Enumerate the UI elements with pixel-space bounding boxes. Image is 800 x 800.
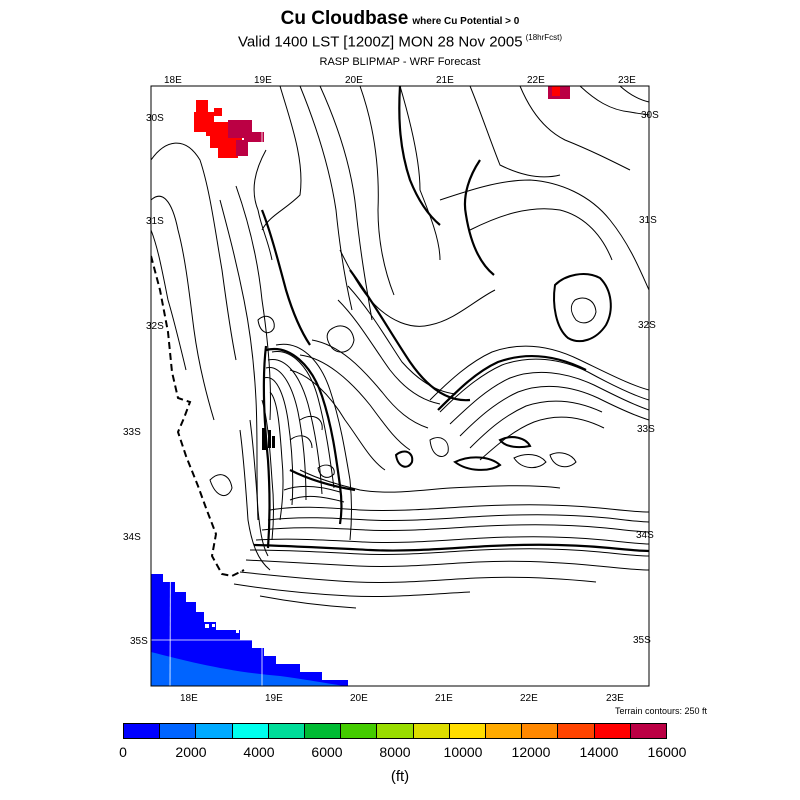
color-scale-tick-label: 6000 — [311, 744, 343, 760]
right-lat-labels: 30S 31S 32S 33S 34S 35S — [633, 110, 659, 646]
right-lat-label: 30S — [641, 110, 659, 121]
color-scale-cell — [413, 724, 450, 738]
terrain-detail — [262, 428, 275, 450]
right-lat-label: 35S — [633, 635, 651, 646]
color-scale-cell — [124, 724, 161, 738]
left-lat-label: 31S — [146, 216, 164, 227]
valid-time: Valid 1400 LST [1200Z] MON 28 Nov 2005 — [237, 33, 523, 51]
color-scale-tick-label: 12000 — [511, 744, 551, 760]
bold-contours — [253, 86, 649, 553]
bottom-lon-label: 21E — [435, 693, 453, 704]
top-lon-label: 20E — [345, 75, 363, 86]
top-lon-label: 22E — [527, 75, 545, 86]
right-lat-label: 32S — [638, 320, 656, 331]
valid-time-line: Valid 1400 LST [1200Z] MON 28 Nov 2005 (1… — [0, 33, 800, 51]
left-lat-label: 35S — [130, 636, 148, 647]
color-scale-bar — [123, 723, 667, 739]
top-lon-label: 18E — [164, 75, 182, 86]
top-lon-label: 21E — [436, 75, 454, 86]
color-scale-tick-label: 4000 — [243, 744, 275, 760]
high-cloudbase-region — [194, 86, 570, 158]
color-scale-tick-label: 16000 — [647, 744, 687, 760]
bottom-lon-label: 22E — [520, 693, 538, 704]
color-scale-ticks: 0 2000 4000 6000 8000 10000 12000 14000 16000 — [0, 744, 800, 764]
color-scale-cell — [232, 724, 269, 738]
left-lat-labels: 30S 31S 32S 33S 34S 35S — [123, 113, 164, 647]
bottom-lon-label: 19E — [265, 693, 283, 704]
map-title: Cu Cloudbase — [280, 8, 409, 29]
color-scale-cell — [377, 724, 414, 738]
color-scale-cell — [160, 724, 197, 738]
right-lat-label: 33S — [637, 424, 655, 435]
color-scale-cell — [196, 724, 233, 738]
left-lat-label: 34S — [123, 532, 141, 543]
model-source: RASP BLIPMAP - WRF Forecast — [319, 56, 481, 68]
low-cloudbase-region — [151, 574, 348, 686]
color-scale-cell — [449, 724, 487, 738]
color-scale-cell — [630, 724, 667, 738]
title-qualifier: where Cu Potential > 0 — [412, 16, 520, 27]
color-scale-units: (ft) — [390, 768, 410, 785]
bottom-lon-labels: 18E 19E 20E 21E 22E 23E — [180, 693, 624, 704]
color-scale-cell — [486, 724, 523, 738]
left-lat-label: 33S — [123, 427, 141, 438]
forecast-hour-tag: (18hrFcst) — [525, 33, 563, 42]
color-scale-tick-label: 8000 — [379, 744, 411, 760]
right-lat-label: 34S — [636, 530, 654, 541]
color-scale-tick-label: 0 — [119, 744, 127, 760]
color-scale-tick-label: 10000 — [443, 744, 483, 760]
bottom-lon-label: 20E — [350, 693, 368, 704]
right-lat-label: 31S — [639, 215, 657, 226]
coastline — [151, 255, 245, 578]
color-scale-cell — [341, 724, 378, 738]
top-lon-label: 19E — [254, 75, 272, 86]
left-lat-label: 32S — [146, 321, 164, 332]
color-scale-cell — [522, 724, 559, 738]
bottom-lon-label: 23E — [606, 693, 624, 704]
color-scale-cell — [305, 724, 342, 738]
color-scale-cell — [558, 724, 595, 738]
color-scale-tick-label: 14000 — [579, 744, 619, 760]
map-background — [151, 86, 649, 686]
terrain-contours — [151, 86, 649, 609]
bottom-lon-label: 18E — [180, 693, 198, 704]
terrain-contour-note: Terrain contours: 250 ft — [614, 706, 707, 716]
left-lat-label: 30S — [146, 113, 164, 124]
title-line: Cu Cloudbase where Cu Potential > 0 — [0, 8, 800, 30]
color-scale-tick-label: 2000 — [175, 744, 207, 760]
color-scale-cell — [594, 724, 631, 738]
top-lon-labels: 18E 19E 20E 21E 22E 23E — [164, 75, 636, 86]
color-scale-cell — [268, 724, 306, 738]
top-lon-label: 23E — [618, 75, 636, 86]
map-frame — [150, 85, 650, 687]
